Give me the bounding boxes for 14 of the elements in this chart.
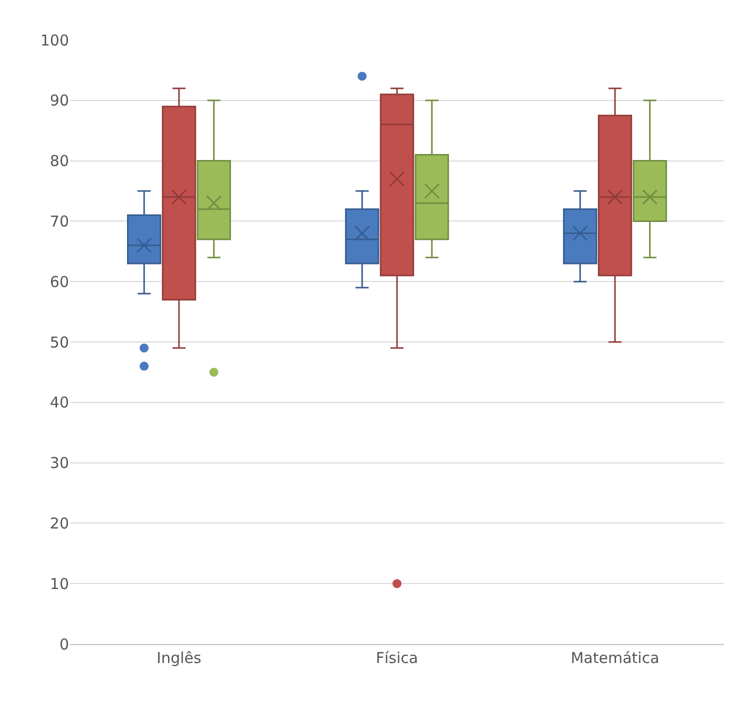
y-tick-label: 0 [59,635,69,654]
y-tick-label: 70 [50,212,69,230]
y-tick-label: 20 [50,514,69,532]
y-tick-label: 50 [50,333,69,352]
y-tick-label: 90 [50,92,69,110]
y-tick-label: 60 [50,272,69,291]
y-tick-label: 40 [50,394,69,412]
y-tick-label: 80 [50,152,69,170]
x-tick-label: Física [376,649,418,667]
x-tick-label: Matemática [570,649,660,667]
x-tick-label: Inglês [156,649,202,667]
y-tick-label: 10 [50,574,69,593]
y-tick-label: 30 [50,454,69,472]
y-tick-label: 100 [40,31,69,50]
